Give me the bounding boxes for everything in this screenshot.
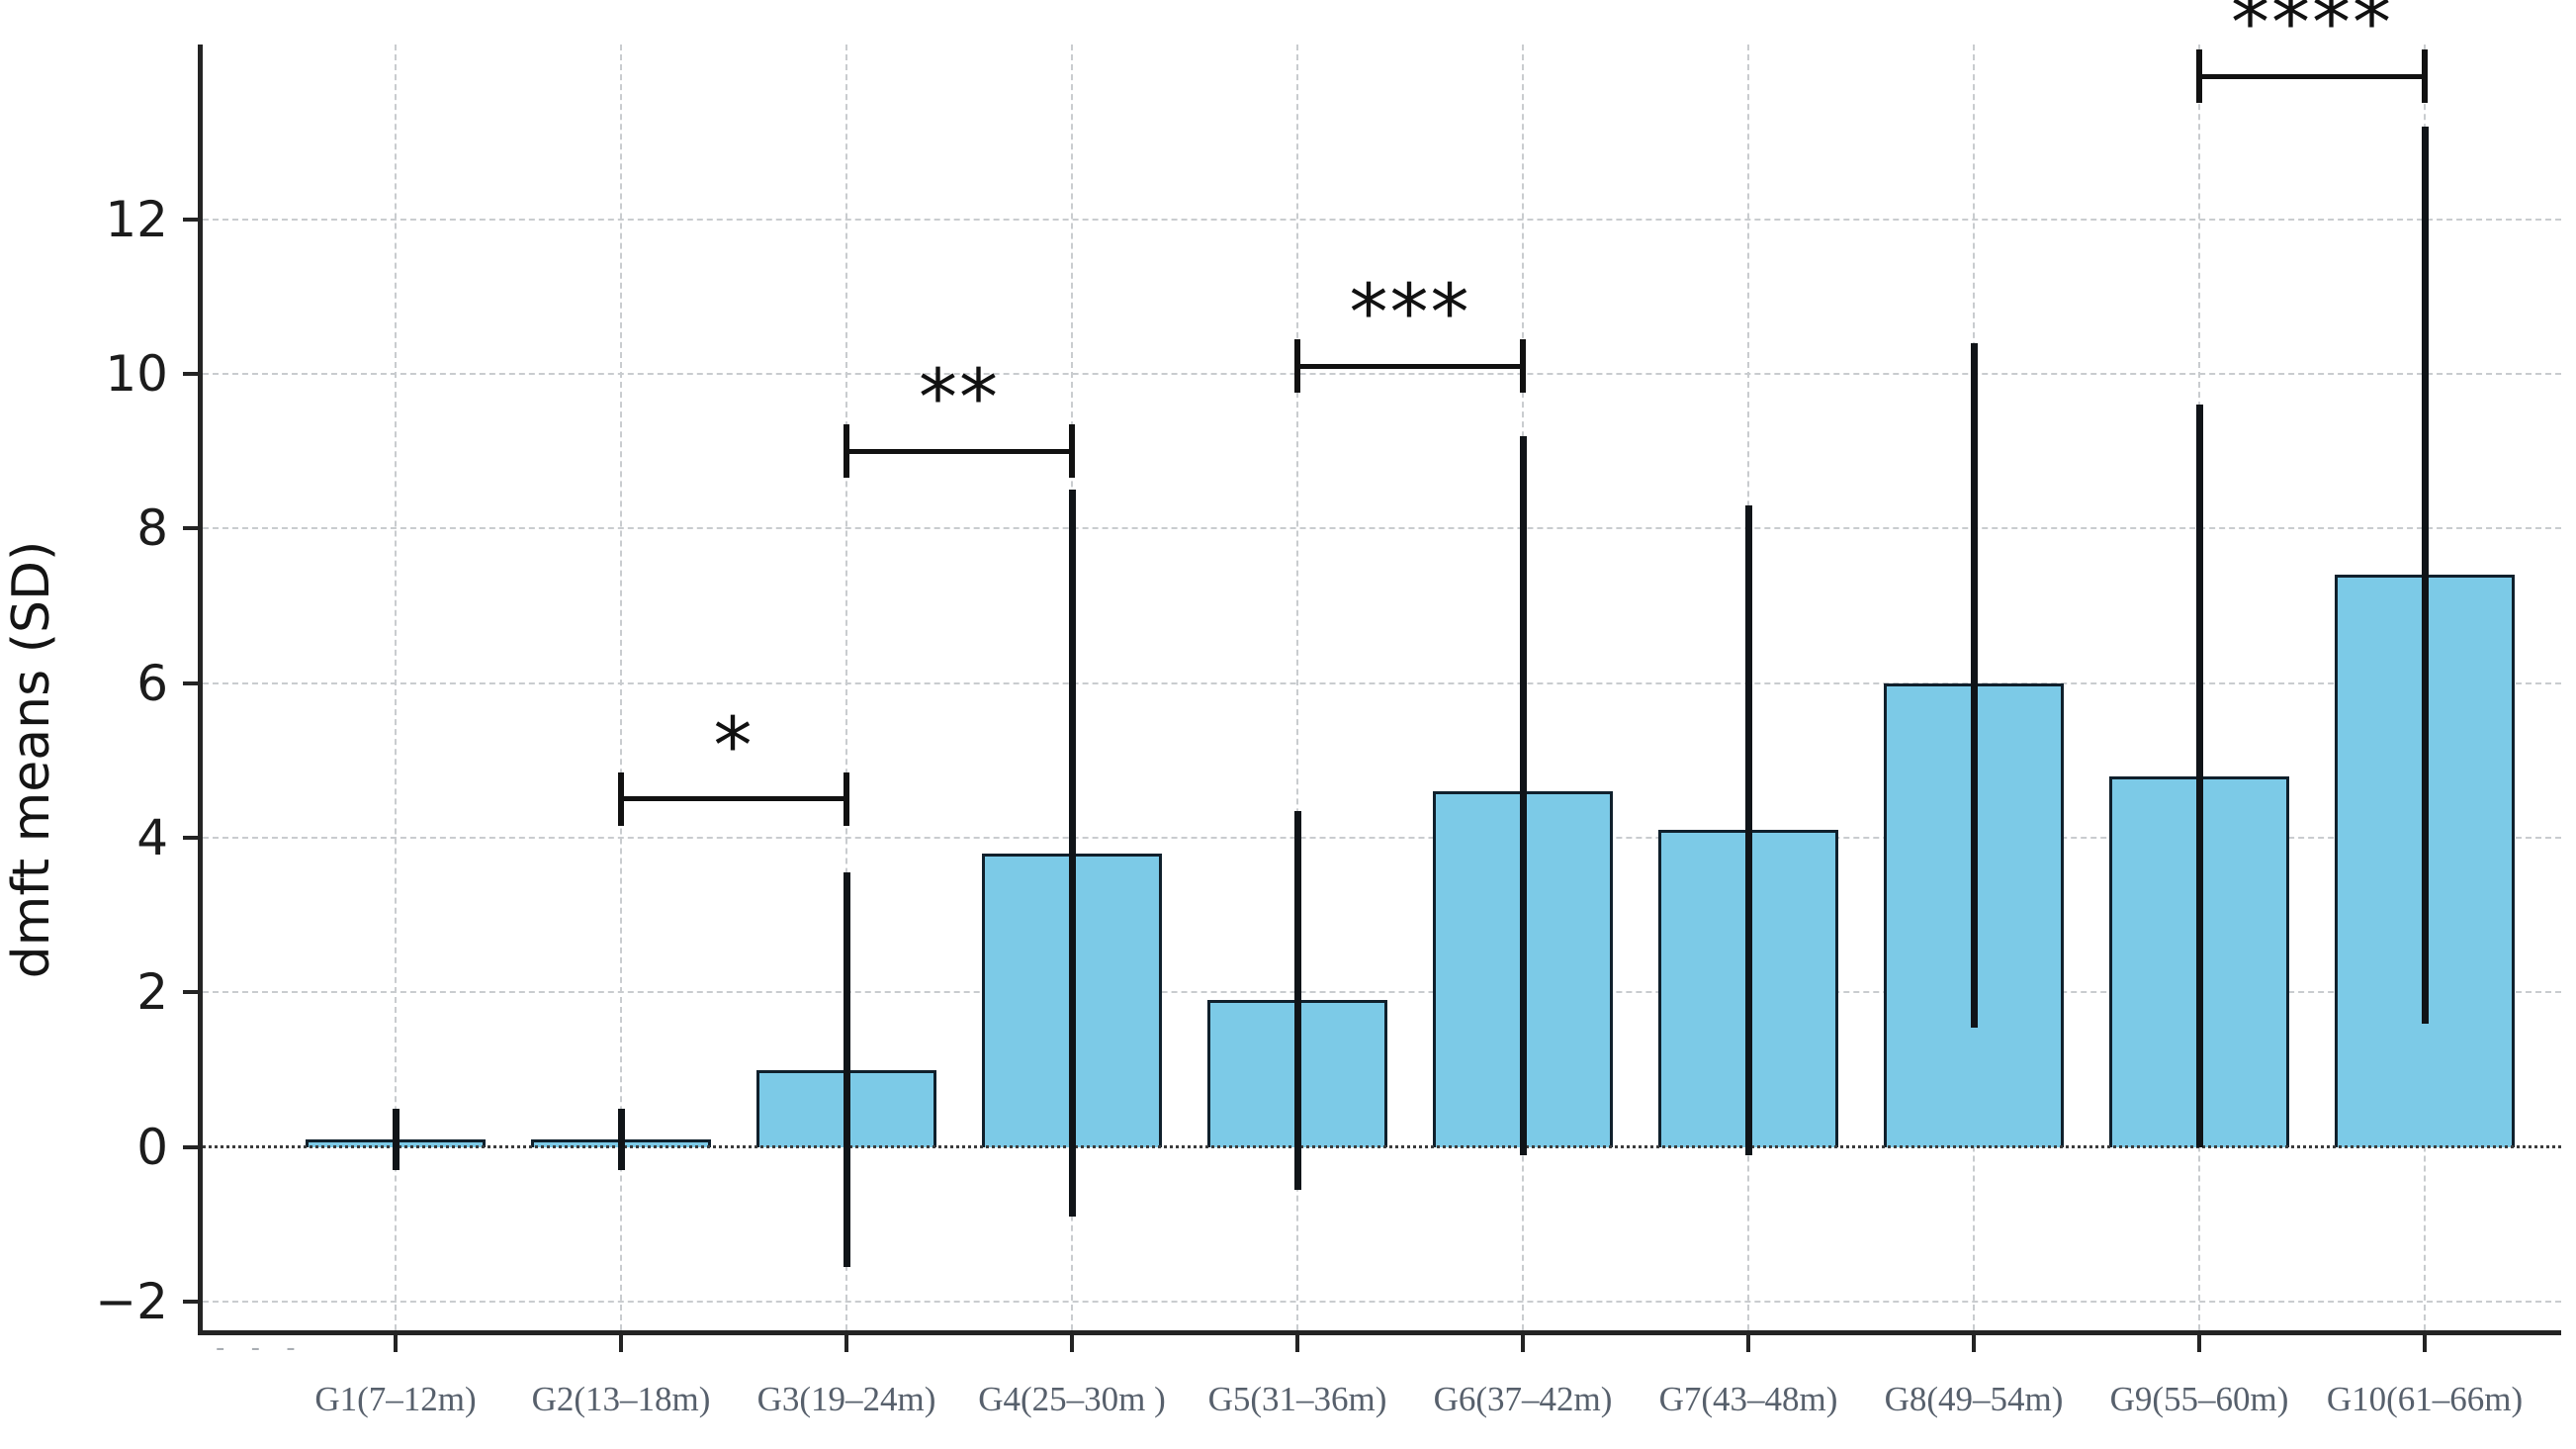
y-tick-mark: [183, 526, 203, 531]
significance-bracket: [2199, 73, 2425, 79]
y-tick-mark: [183, 1144, 203, 1149]
h-gridline: [203, 991, 2561, 994]
x-tick-label: G10(61–66m): [2326, 1380, 2524, 1418]
error-bar: [843, 872, 850, 1267]
error-bar: [1970, 342, 1978, 1028]
error-bar: [1519, 435, 1527, 1155]
x-tick-label: G1(7–12m): [314, 1380, 477, 1418]
v-gridline: [620, 45, 622, 1330]
y-tick-label: 4: [136, 809, 168, 867]
y-axis-title: dmft means (SD): [2, 540, 61, 979]
plot-area: −2 0 2 4 6 8 10 12 G1(7–12m) G2(13–18m) G3(19–24m)…: [95, 0, 2561, 1418]
x-tick-mark: [1746, 1330, 1750, 1352]
y-tick-label: 6: [136, 654, 168, 712]
error-bar: [1744, 504, 1752, 1155]
error-bar: [1068, 490, 1076, 1218]
y-tick-mark: [183, 990, 203, 995]
h-gridline: [203, 218, 2561, 221]
bracket-cap: [844, 771, 849, 826]
significance-stars: ***: [1349, 269, 1471, 359]
bracket-cap: [618, 771, 624, 826]
h-gridline: [203, 373, 2561, 375]
stray-dots-artifact: - - -: [216, 1333, 305, 1363]
error-bar: [392, 1108, 400, 1171]
y-tick-mark: [183, 680, 203, 685]
x-tick-mark: [844, 1330, 848, 1352]
x-tick-mark: [2197, 1330, 2201, 1352]
significance-bracket: [1297, 363, 1523, 369]
significance-bracket: [621, 796, 846, 802]
bracket-cap: [844, 424, 849, 479]
y-tick-mark: [183, 372, 203, 376]
v-gridline: [395, 45, 397, 1330]
x-tick-mark: [1521, 1330, 1525, 1352]
x-tick-mark: [394, 1330, 398, 1352]
y-tick-mark: [183, 1300, 203, 1305]
y-tick-label: 0: [136, 1118, 168, 1176]
h-gridline: [203, 527, 2561, 530]
significance-bracket: [846, 448, 1072, 454]
x-tick-label: G9(55–60m): [2109, 1380, 2289, 1418]
h-gridline: [203, 1301, 2561, 1304]
x-tick-label: G4(25–30m ): [978, 1380, 1166, 1418]
significance-stars: **: [919, 354, 1000, 444]
significance-stars: ****: [2231, 0, 2393, 69]
bracket-cap: [2196, 49, 2202, 104]
x-tick-mark: [1972, 1330, 1976, 1352]
v-gridline: [1296, 45, 1298, 1330]
h-gridline: [203, 837, 2561, 840]
x-tick-label: G5(31–36m): [1207, 1380, 1387, 1418]
x-tick-label: G3(19–24m): [756, 1380, 936, 1418]
x-tick-label: G6(37–42m): [1433, 1380, 1613, 1418]
error-bar: [2421, 126, 2429, 1024]
bracket-cap: [2422, 49, 2428, 104]
error-bar: [2195, 405, 2203, 1147]
error-bar: [617, 1108, 625, 1171]
x-tick-mark: [1070, 1330, 1074, 1352]
bracket-cap: [1069, 424, 1075, 479]
bracket-cap: [1294, 339, 1300, 394]
y-tick-label: 2: [136, 963, 168, 1022]
y-tick-label: −2: [95, 1273, 168, 1331]
x-tick-label: G8(49–54m): [1884, 1380, 2064, 1418]
y-tick-label: 8: [136, 499, 168, 558]
zero-gridline: [203, 1145, 2561, 1149]
x-tick-label: G2(13–18m): [531, 1380, 711, 1418]
y-tick-label: 12: [105, 190, 168, 248]
y-tick-label: 10: [105, 345, 168, 403]
x-tick-mark: [2423, 1330, 2427, 1352]
error-bar: [1293, 810, 1301, 1190]
y-tick-mark: [183, 217, 203, 222]
y-tick-mark: [183, 836, 203, 841]
x-tick-label: G7(43–48m): [1658, 1380, 1838, 1418]
h-gridline: [203, 681, 2561, 684]
x-tick-mark: [1295, 1330, 1299, 1352]
significance-stars: *: [713, 701, 755, 791]
v-gridline: [845, 45, 847, 1330]
bracket-cap: [1520, 339, 1526, 394]
x-tick-mark: [619, 1330, 623, 1352]
